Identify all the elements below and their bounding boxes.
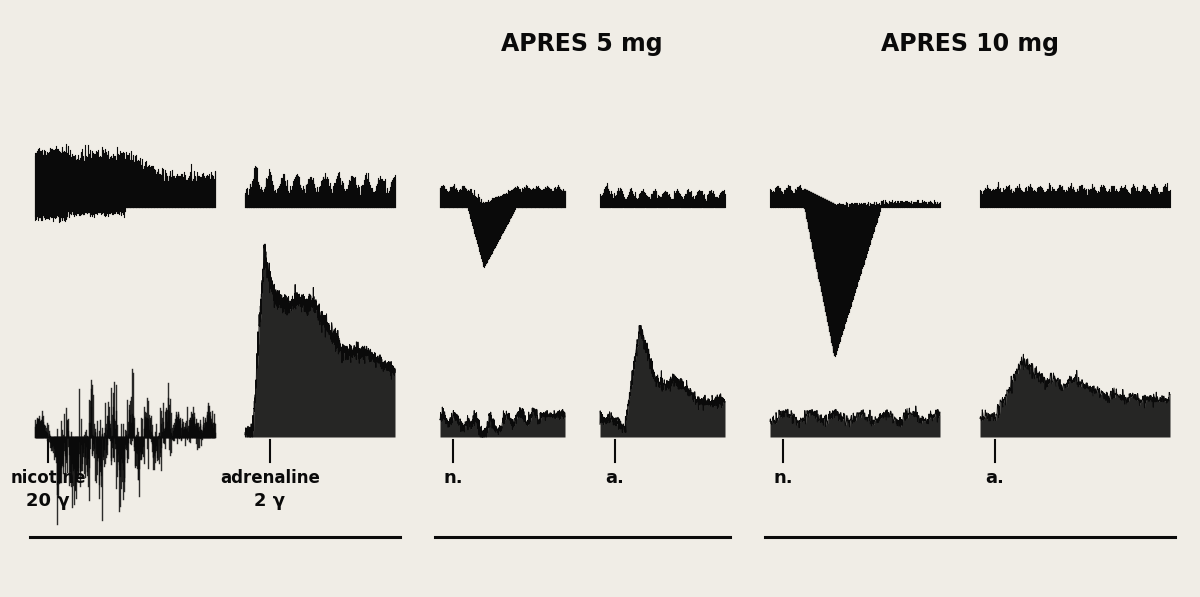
Text: a.: a.	[985, 469, 1004, 487]
Text: APRES 5 mg: APRES 5 mg	[502, 32, 662, 56]
Text: n.: n.	[773, 469, 793, 487]
Text: 20 γ: 20 γ	[26, 492, 70, 510]
Text: n.: n.	[443, 469, 463, 487]
Text: 2 γ: 2 γ	[254, 492, 286, 510]
Text: a.: a.	[606, 469, 624, 487]
Text: nicotine: nicotine	[11, 469, 85, 487]
Text: adrenaline: adrenaline	[220, 469, 320, 487]
Text: APRES 10 mg: APRES 10 mg	[881, 32, 1060, 56]
